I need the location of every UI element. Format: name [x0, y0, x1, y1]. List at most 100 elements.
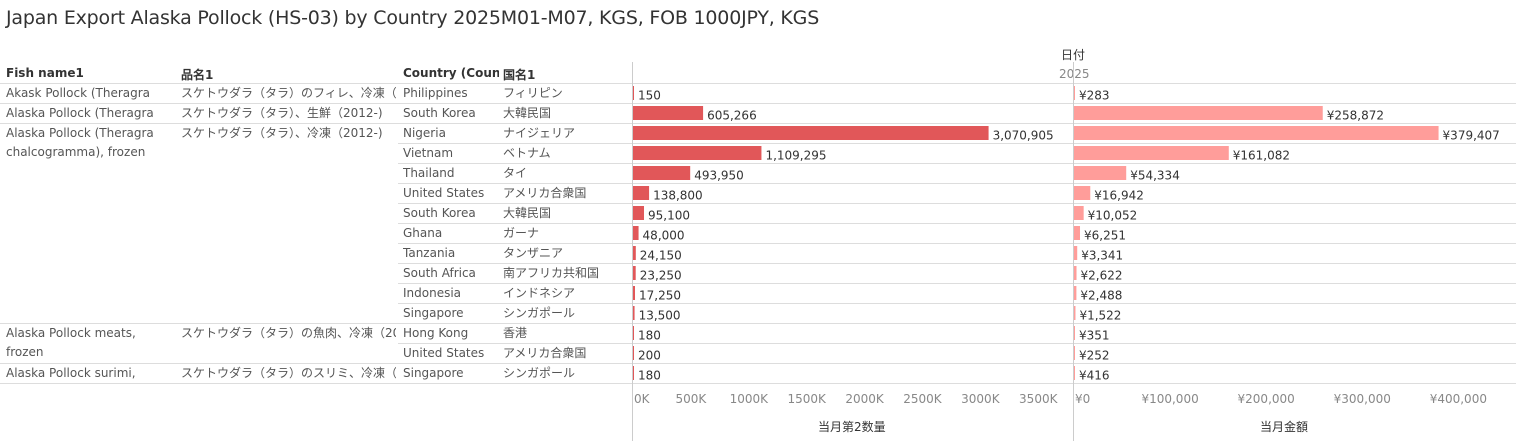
- row-divider: [0, 103, 1516, 104]
- col-header-name-jp[interactable]: 品名1: [181, 68, 214, 82]
- quantity-tick-label: 2500K: [903, 392, 943, 406]
- amount-tick-label: ¥400,000: [1430, 392, 1487, 406]
- product-name-jp-cell: スケトウダラ（タラ）、冷凍（2012-): [181, 126, 383, 140]
- col-header-country[interactable]: Country (Count..: [403, 66, 499, 80]
- country-jp-cell: ナイジェリア: [503, 126, 576, 140]
- quantity-tick-label: 3000K: [961, 392, 1001, 406]
- quantity-bar: [633, 206, 645, 220]
- row-divider: [398, 283, 1516, 284]
- row-divider: [0, 323, 1516, 324]
- amount-data-label: ¥283: [1079, 89, 1110, 103]
- country-cell: Philippines: [403, 86, 468, 100]
- amount-bar: [1074, 86, 1075, 100]
- amount-tick-label: ¥200,000: [1238, 392, 1295, 406]
- product-name-jp-cell: スケトウダラ（タラ）、生鮮（2012-): [181, 106, 383, 120]
- year-header: 2025: [1059, 67, 1090, 81]
- product-name-jp-cell: スケトウダラ（タラ）のフィレ、冷凍（2012-): [181, 86, 396, 100]
- country-cell: United States: [403, 186, 485, 200]
- quantity-bar: [633, 126, 989, 140]
- amount-bar: [1074, 346, 1075, 360]
- country-jp-cell: 南アフリカ共和国: [503, 266, 600, 280]
- amount-tick-label: ¥300,000: [1334, 392, 1391, 406]
- quantity-tick-label: 0K: [634, 392, 651, 406]
- header-divider: [0, 83, 1516, 84]
- country-cell: South Korea: [403, 206, 476, 220]
- quantity-data-label: 95,100: [648, 209, 690, 223]
- amount-bar: [1074, 206, 1084, 220]
- country-cell: South Korea: [403, 106, 476, 120]
- quantity-bar: [633, 146, 762, 160]
- quantity-bar: [633, 186, 650, 200]
- quantity-bar: [633, 226, 639, 240]
- quantity-bar: [633, 286, 635, 300]
- quantity-tick-label: 500K: [676, 392, 708, 406]
- col-header-fish[interactable]: Fish name1: [6, 66, 84, 80]
- row-divider: [398, 263, 1516, 264]
- amount-bar: [1074, 246, 1078, 260]
- amount-data-label: ¥3,341: [1081, 249, 1123, 263]
- quantity-data-label: 13,500: [639, 309, 681, 323]
- country-jp-cell: インドネシア: [503, 286, 576, 300]
- country-cell: Indonesia: [403, 286, 462, 300]
- amount-data-label: ¥161,082: [1233, 149, 1290, 163]
- amount-data-label: ¥6,251: [1084, 229, 1126, 243]
- country-jp-cell: シンガポール: [503, 366, 576, 380]
- col-header-country-jp[interactable]: 国名1: [503, 68, 536, 82]
- quantity-bar: [633, 166, 691, 180]
- amount-data-label: ¥16,942: [1094, 189, 1144, 203]
- amount-data-label: ¥10,052: [1088, 209, 1138, 223]
- quantity-bar: [633, 346, 634, 360]
- country-jp-cell: ガーナ: [503, 226, 540, 240]
- amount-data-label: ¥1,522: [1079, 309, 1121, 323]
- quantity-data-label: 3,070,905: [993, 129, 1054, 143]
- country-jp-cell: アメリカ合衆国: [503, 186, 587, 200]
- country-jp-cell: ベトナム: [503, 146, 551, 160]
- date-header: 日付: [1061, 48, 1086, 62]
- quantity-data-label: 200: [638, 349, 661, 363]
- amount-data-label: ¥416: [1079, 369, 1110, 383]
- quantity-tick-label: 2000K: [845, 392, 885, 406]
- amount-bar: [1074, 306, 1076, 320]
- fish-name-cell: Alaska Pollock (Theragra cha..: [6, 106, 154, 120]
- quantity-axis-title: 当月第2数量: [818, 420, 886, 434]
- quantity-tick-label: 3500K: [1019, 392, 1059, 406]
- amount-bar: [1074, 266, 1077, 280]
- country-cell: South Africa: [403, 266, 476, 280]
- amount-bar: [1074, 186, 1091, 200]
- amount-bar: [1074, 146, 1229, 160]
- country-cell: Singapore: [403, 306, 464, 320]
- amount-data-label: ¥54,334: [1130, 169, 1180, 183]
- country-cell: Ghana: [403, 226, 443, 240]
- product-name-jp-cell: スケトウダラ（タラ）の魚肉、冷凍（2012-): [181, 326, 396, 340]
- pane-divider-quantity: [632, 62, 633, 441]
- amount-data-label: ¥379,407: [1443, 129, 1500, 143]
- amount-data-label: ¥2,488: [1080, 289, 1122, 303]
- country-jp-cell: タイ: [503, 166, 528, 180]
- quantity-bar: [633, 326, 634, 340]
- country-jp-cell: シンガポール: [503, 306, 576, 320]
- amount-data-label: ¥2,622: [1081, 269, 1123, 283]
- pane-divider-amount: [1073, 62, 1074, 441]
- product-name-jp-cell: スケトウダラ（タラ）のスリミ、冷凍（2012-): [181, 366, 396, 380]
- row-divider: [398, 183, 1516, 184]
- quantity-data-label: 24,150: [640, 249, 682, 263]
- country-cell: Vietnam: [403, 146, 454, 160]
- country-cell: Hong Kong: [403, 326, 469, 340]
- amount-bar: [1074, 166, 1127, 180]
- amount-bar: [1074, 326, 1075, 340]
- amount-bar: [1074, 286, 1077, 300]
- country-jp-cell: タンザニア: [503, 246, 564, 260]
- row-divider: [398, 343, 1516, 344]
- quantity-data-label: 150: [638, 89, 661, 103]
- fish-name-cell: Alaska Pollock surimi, frozen: [6, 366, 136, 380]
- quantity-tick-label: 1500K: [787, 392, 827, 406]
- quantity-bar: [633, 306, 635, 320]
- amount-data-label: ¥252: [1079, 349, 1110, 363]
- fish-name-cell: Alaska Pollock meats, frozen: [6, 326, 136, 359]
- row-divider: [398, 163, 1516, 164]
- amount-data-label: ¥258,872: [1327, 109, 1384, 123]
- quantity-data-label: 138,800: [653, 189, 703, 203]
- country-cell: Nigeria: [403, 126, 446, 140]
- fish-name-cell: Akask Pollock (Theragra chal..: [6, 86, 151, 100]
